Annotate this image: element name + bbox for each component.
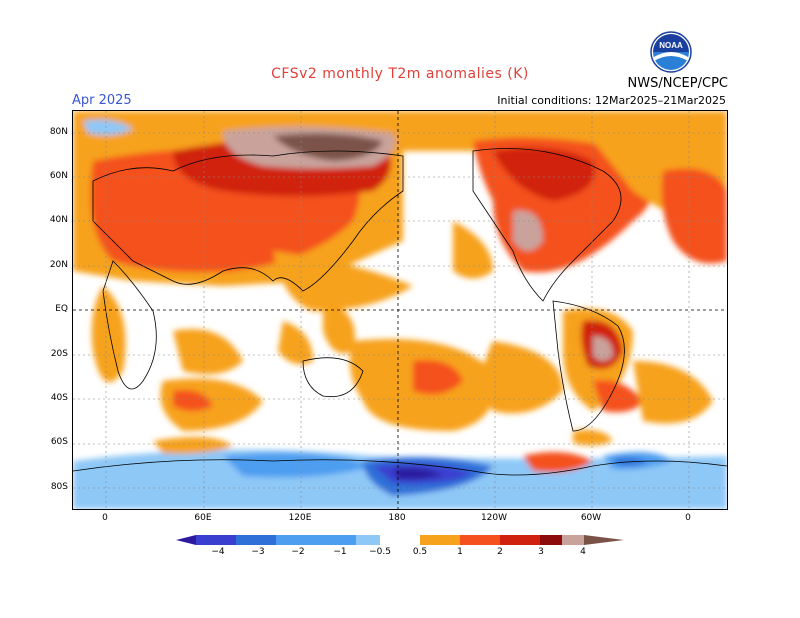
colorbar-label: 0.5 bbox=[412, 547, 428, 557]
colorbar bbox=[176, 535, 624, 545]
colorbar-label: −2 bbox=[291, 547, 305, 557]
colorbar-swatch bbox=[460, 535, 500, 545]
colorbar-label: −4 bbox=[211, 547, 225, 557]
colorbar-label: 1 bbox=[457, 547, 463, 557]
lat-label: 20N bbox=[49, 260, 68, 270]
colorbar-label: 2 bbox=[497, 547, 503, 557]
lat-label: 40S bbox=[50, 393, 68, 403]
colorbar-label: 3 bbox=[538, 547, 544, 557]
lon-label: 180 bbox=[388, 513, 406, 523]
forecast-month: Apr 2025 bbox=[72, 93, 132, 108]
colorbar-swatch bbox=[356, 535, 380, 545]
lon-label: 0 bbox=[685, 513, 691, 523]
lat-label: 60S bbox=[50, 437, 68, 447]
lat-label: 60N bbox=[49, 171, 68, 181]
initial-conditions: Initial conditions: 12Mar2025–21Mar2025 bbox=[497, 94, 726, 107]
colorbar-arrow-high bbox=[584, 535, 624, 545]
lon-label: 60E bbox=[194, 513, 212, 523]
lat-label: EQ bbox=[55, 304, 68, 314]
colorbar-swatch bbox=[316, 535, 356, 545]
lon-label: 120W bbox=[480, 513, 508, 523]
org-label: NWS/NCEP/CPC bbox=[627, 76, 728, 91]
lat-label: 80S bbox=[50, 482, 68, 492]
lon-label: 60W bbox=[580, 513, 602, 523]
colorbar-swatch bbox=[196, 535, 236, 545]
colorbar-swatch bbox=[380, 535, 420, 545]
colorbar-label: 4 bbox=[580, 547, 586, 557]
colorbar-swatch bbox=[562, 535, 584, 545]
noaa-logo-icon: NOAA bbox=[650, 31, 692, 73]
colorbar-swatch bbox=[540, 535, 562, 545]
colorbar-arrow-low bbox=[176, 535, 196, 545]
anomaly-map bbox=[72, 110, 728, 510]
logo-lettering: NOAA bbox=[659, 41, 683, 50]
colorbar-label: −3 bbox=[251, 547, 265, 557]
colorbar-label: −1 bbox=[333, 547, 347, 557]
lat-label: 40N bbox=[49, 215, 68, 225]
colorbar-swatch bbox=[500, 535, 540, 545]
lon-label: 120E bbox=[288, 513, 312, 523]
lon-label: 0 bbox=[102, 513, 108, 523]
colorbar-swatch bbox=[276, 535, 316, 545]
map-canvas bbox=[73, 111, 727, 509]
lat-label: 20S bbox=[50, 349, 68, 359]
colorbar-label: −0.5 bbox=[369, 547, 391, 557]
colorbar-swatch bbox=[236, 535, 276, 545]
colorbar-swatch bbox=[420, 535, 460, 545]
chart-title: CFSv2 monthly T2m anomalies (K) bbox=[271, 66, 529, 82]
lat-label: 80N bbox=[49, 127, 68, 137]
